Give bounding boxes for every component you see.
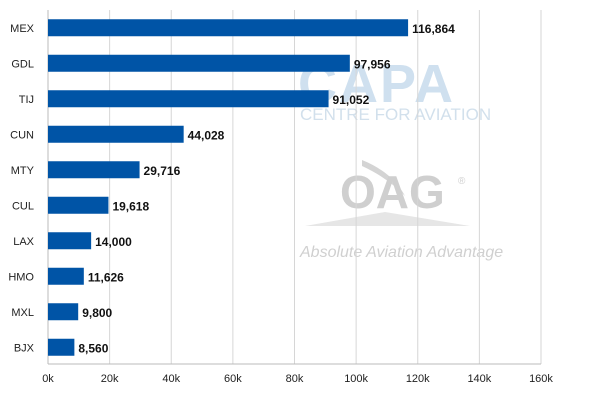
bar-hmo (48, 267, 84, 285)
bar-mty (48, 161, 140, 179)
data-label: 91,052 (333, 93, 370, 107)
x-tick-label: 80k (286, 373, 304, 385)
bar-lax (48, 232, 92, 250)
category-label: MEX (10, 23, 35, 35)
x-tick-label: 140k (467, 373, 491, 385)
data-label: 9,800 (82, 306, 112, 320)
x-tick-label: 100k (344, 373, 368, 385)
oag-tagline: Absolute Aviation Advantage (299, 244, 503, 261)
bar-mxl (48, 303, 79, 321)
x-tick-label: 60k (224, 373, 242, 385)
x-tick-label: 120k (406, 373, 430, 385)
data-label: 116,864 (412, 22, 455, 36)
oag-underline-icon (305, 212, 470, 226)
bar-tij (48, 90, 329, 108)
category-label: CUL (12, 200, 34, 212)
category-label: BJX (14, 342, 35, 354)
oag-logo: OAG (340, 166, 445, 218)
bar-cun (48, 125, 184, 143)
oag-watermark: OAG ® Absolute Aviation Advantage (299, 160, 503, 261)
data-label: 97,956 (354, 57, 391, 71)
oag-registered-mark: ® (458, 176, 466, 187)
data-label: 11,626 (88, 270, 124, 284)
data-label: 19,618 (112, 199, 149, 213)
category-label: CUN (10, 129, 34, 141)
bar-gdl (48, 54, 350, 72)
category-label: HMO (8, 271, 34, 283)
data-label: 8,560 (78, 341, 108, 355)
bar-cul (48, 196, 109, 214)
bar-bjx (48, 338, 75, 356)
data-label: 14,000 (95, 235, 132, 249)
category-label: GDL (11, 58, 34, 70)
data-label: 29,716 (144, 164, 181, 178)
oag-swoosh-icon (362, 160, 405, 196)
category-label: LAX (13, 236, 34, 248)
x-tick-label: 0k (42, 373, 54, 385)
capa-tagline: CENTRE FOR AVIATION (300, 105, 491, 124)
data-labels: 116,864 97,956 91,052 44,028 29,716 19,618 14,… (78, 22, 455, 356)
category-labels: MEX GDL TIJ CUN MTY CUL LAX HMO MXL BJX (8, 23, 34, 355)
bars (48, 19, 409, 356)
x-tick-label: 40k (162, 373, 180, 385)
category-label: MTY (11, 165, 35, 177)
category-label: TIJ (19, 94, 34, 106)
data-label: 44,028 (188, 128, 225, 142)
x-tick-label: 20k (101, 373, 119, 385)
x-axis-ticks: 0k 20k 40k 60k 80k 100k 120k 140k 160k (42, 373, 553, 385)
x-tick-label: 160k (529, 373, 553, 385)
bar-mex (48, 19, 409, 37)
category-label: MXL (11, 307, 34, 319)
